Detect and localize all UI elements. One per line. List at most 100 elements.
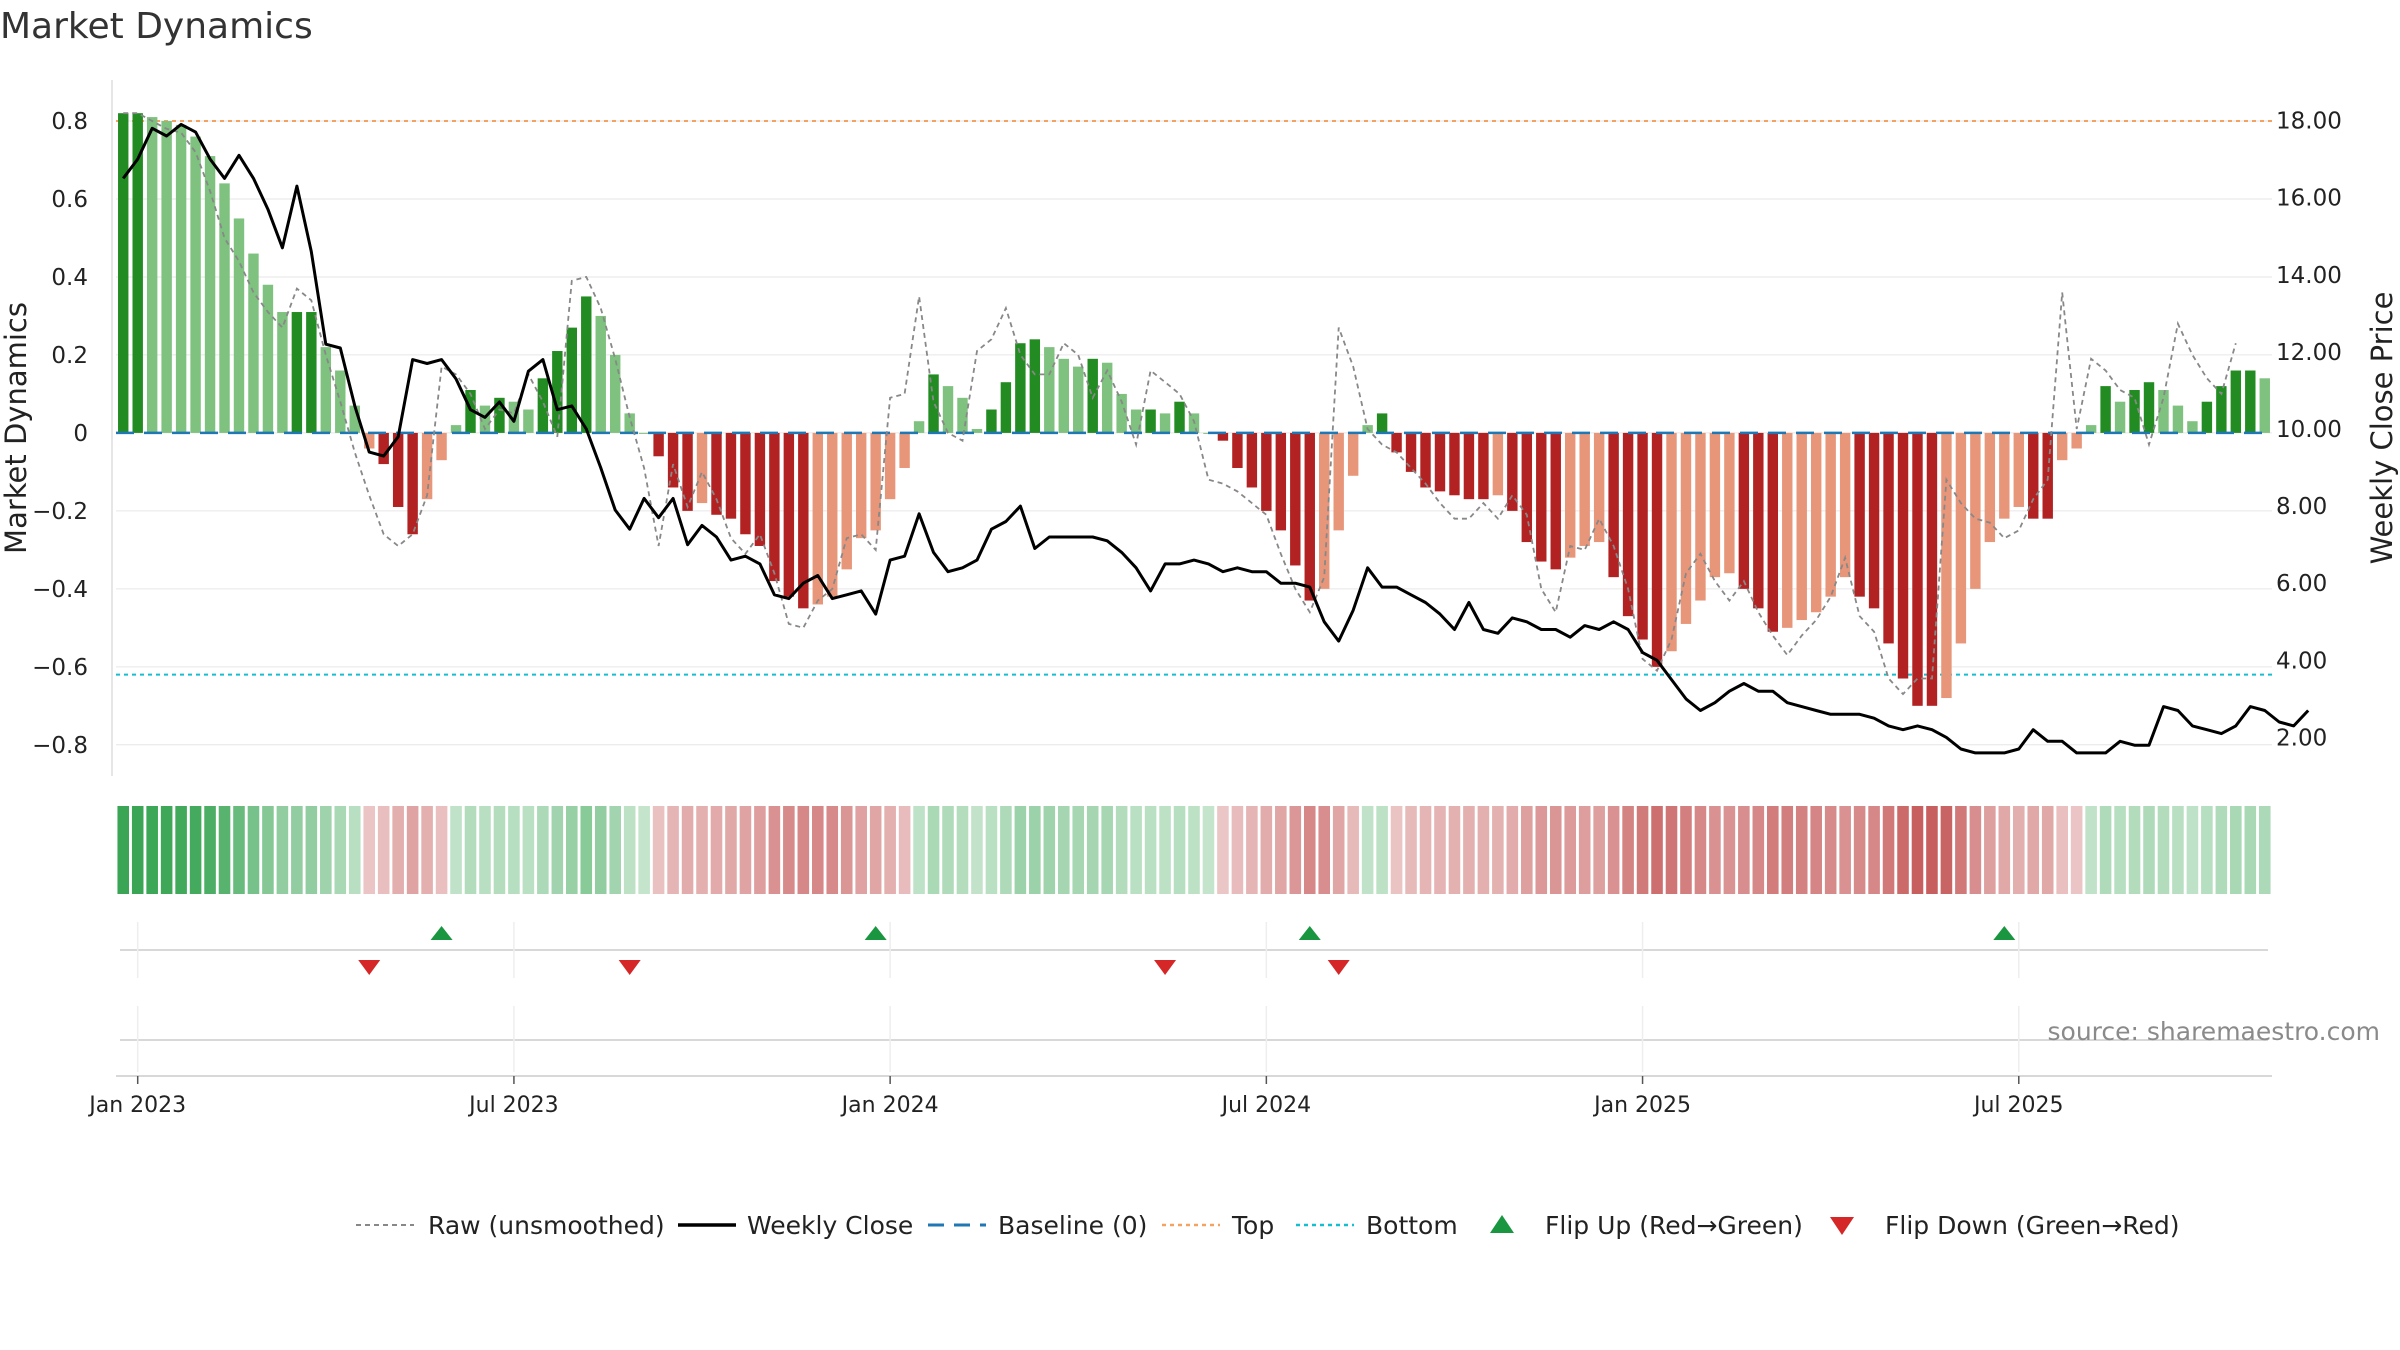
dynamics-bar bbox=[233, 218, 245, 433]
dynamics-bar bbox=[1333, 432, 1344, 531]
flip-up-marker bbox=[430, 926, 453, 940]
dynamics-bar bbox=[1029, 339, 1041, 433]
strip-cell bbox=[1680, 806, 1692, 894]
strip-cell bbox=[681, 806, 694, 894]
regime-strip bbox=[117, 806, 2271, 894]
dynamics-bar bbox=[1232, 432, 1243, 468]
dynamics-bar bbox=[1478, 432, 1489, 500]
dynamics-bar bbox=[465, 390, 476, 433]
dynamics-bar bbox=[769, 432, 780, 582]
strip-cell bbox=[1897, 806, 1909, 894]
dynamics-bar bbox=[2071, 432, 2082, 449]
axes: 0.8 0.6 0.4 0.2 0 −0.2 −0.4 −0.6 −0.8 18.00 16.00 1… bbox=[32, 80, 2342, 776]
strip-cell bbox=[884, 806, 896, 894]
dynamics-bar bbox=[378, 432, 389, 465]
dynamics-bar bbox=[1304, 432, 1315, 601]
dynamics-bar bbox=[1347, 432, 1359, 476]
strip-cell bbox=[2215, 806, 2228, 894]
x-tick-label: Jul 2024 bbox=[1220, 1093, 1312, 1118]
dynamics-bar bbox=[696, 432, 708, 504]
right-axis-label: Weekly Close Price bbox=[2365, 292, 2399, 565]
dynamics-bar bbox=[2013, 432, 2024, 507]
strip-cell bbox=[392, 806, 404, 894]
dynamics-bar bbox=[2245, 370, 2256, 433]
strip-cell bbox=[1390, 806, 1403, 894]
dynamics-bar bbox=[1073, 366, 1084, 433]
strip-cell bbox=[1723, 806, 1736, 894]
x-tick-label: Jan 2025 bbox=[1592, 1093, 1691, 1118]
dynamics-bar bbox=[1753, 432, 1764, 609]
dynamics-bar bbox=[1825, 432, 1836, 597]
dynamics-bar bbox=[2129, 390, 2140, 433]
strip-cell bbox=[1029, 806, 1041, 894]
raw-line bbox=[123, 112, 2237, 696]
flip-markers-panel bbox=[120, 922, 2268, 978]
strip-cell bbox=[1434, 806, 1446, 894]
dynamics-bar bbox=[1868, 432, 1880, 609]
right-tick-label: 14.00 bbox=[2276, 263, 2342, 289]
dynamics-bar bbox=[1290, 432, 1301, 566]
strip-cell bbox=[1115, 806, 1128, 894]
strip-cell bbox=[667, 806, 679, 894]
strip-cell bbox=[320, 806, 332, 894]
dynamics-bar bbox=[581, 296, 592, 433]
dynamics-bar bbox=[1391, 432, 1402, 453]
strip-cell bbox=[942, 806, 954, 894]
dynamics-bar bbox=[1246, 432, 1258, 488]
dynamics-bar bbox=[2230, 370, 2242, 433]
strip-cell bbox=[2070, 806, 2083, 894]
dynamics-bar bbox=[1767, 432, 1779, 632]
dynamics-bar bbox=[1261, 432, 1272, 511]
dynamics-bar bbox=[175, 124, 187, 433]
legend-flip-up-icon bbox=[1490, 1215, 1514, 1233]
legend: Raw (unsmoothed) Weekly Close Baseline (0)… bbox=[356, 1211, 2180, 1240]
dynamics-bar bbox=[986, 409, 997, 433]
dynamics-bar bbox=[1724, 432, 1735, 574]
left-tick-label: −0.6 bbox=[32, 655, 88, 681]
strip-cell bbox=[1318, 806, 1331, 894]
strip-cell bbox=[160, 806, 173, 894]
dynamics-bar bbox=[624, 413, 635, 433]
strip-cell bbox=[218, 806, 231, 894]
strip-cell bbox=[1853, 806, 1866, 894]
dynamics-bar bbox=[1130, 409, 1142, 433]
strip-cell bbox=[1795, 806, 1808, 894]
strip-cell bbox=[1202, 806, 1215, 894]
strip-cell bbox=[435, 806, 448, 894]
dynamics-bar bbox=[1912, 432, 1923, 706]
strip-cell bbox=[1998, 806, 2011, 894]
source-note: source: sharemaestro.com bbox=[2048, 1017, 2381, 1046]
strip-cell bbox=[2172, 806, 2184, 894]
dynamics-bar bbox=[899, 432, 910, 468]
strip-cell bbox=[233, 806, 245, 894]
strip-cell bbox=[1665, 806, 1678, 894]
dynamics-bar bbox=[1810, 432, 1822, 613]
strip-cell bbox=[1188, 806, 1200, 894]
dynamics-bar bbox=[2028, 432, 2039, 519]
dynamics-bar bbox=[1116, 393, 1127, 433]
dynamics-bar bbox=[1883, 432, 1894, 644]
dynamics-bar bbox=[1319, 432, 1330, 589]
strip-cell bbox=[1839, 806, 1851, 894]
strip-cell bbox=[2012, 806, 2025, 894]
dynamics-bar bbox=[1593, 432, 1605, 543]
strip-cell bbox=[1622, 806, 1634, 894]
strip-cell bbox=[363, 806, 376, 894]
strip-cell bbox=[1506, 806, 1519, 894]
strip-cell bbox=[1419, 806, 1432, 894]
strip-cell bbox=[1781, 806, 1794, 894]
x-tick-label: Jan 2023 bbox=[87, 1093, 186, 1118]
strip-cell bbox=[1549, 806, 1562, 894]
dynamics-bar bbox=[928, 374, 939, 433]
strip-cell bbox=[1057, 806, 1070, 894]
dynamics-bar bbox=[609, 354, 621, 433]
strip-cell bbox=[464, 806, 477, 894]
strip-cell bbox=[146, 806, 158, 894]
dynamics-bar bbox=[1651, 432, 1663, 667]
strip-cell bbox=[1043, 806, 1056, 894]
strip-cell bbox=[652, 806, 665, 894]
strip-cell bbox=[262, 806, 274, 894]
left-tick-label: 0.4 bbox=[51, 265, 88, 291]
dynamics-bar bbox=[349, 405, 360, 433]
